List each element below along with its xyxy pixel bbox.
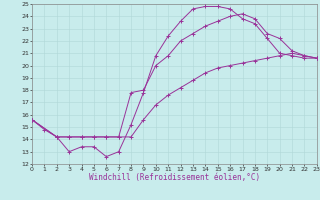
- X-axis label: Windchill (Refroidissement éolien,°C): Windchill (Refroidissement éolien,°C): [89, 173, 260, 182]
